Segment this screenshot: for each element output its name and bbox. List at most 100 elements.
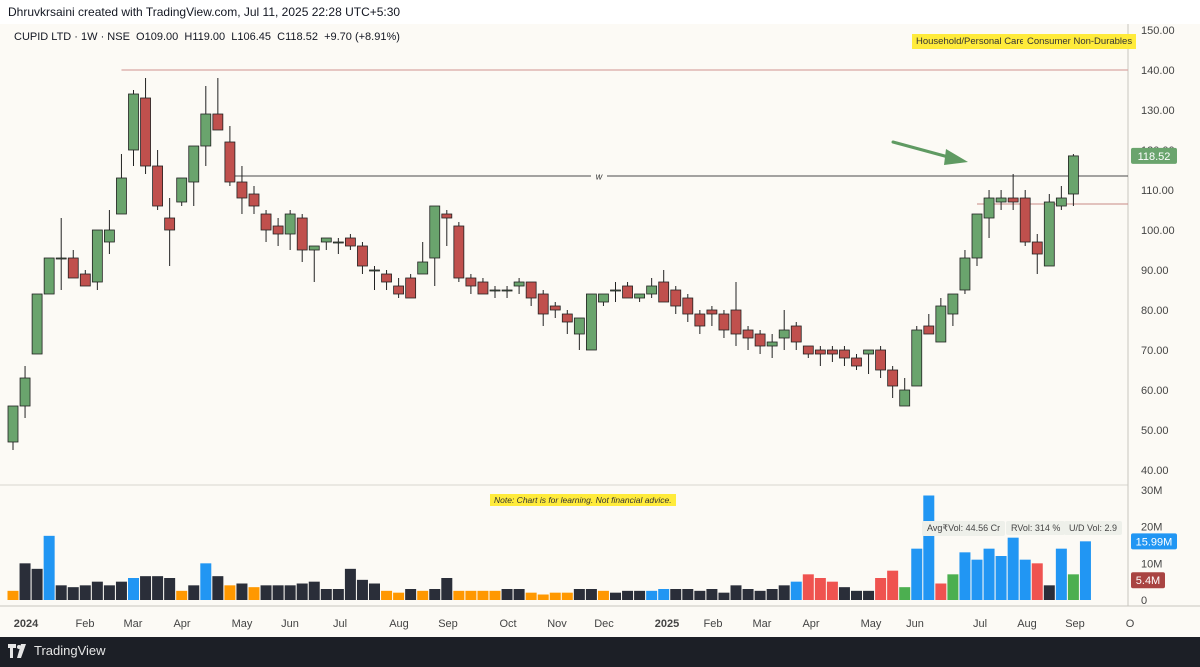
candle-body: [899, 389, 911, 407]
tradingview-logo-icon: [8, 643, 26, 658]
volume-bar: [658, 589, 670, 600]
volume-tick-label: 0: [1141, 595, 1147, 607]
chart-area[interactable]: w 150.00140.00130.00120.00110.00100.0090…: [0, 24, 1200, 637]
candle-body: [706, 309, 718, 315]
candle-body: [489, 289, 501, 292]
volume-bar: [525, 592, 537, 600]
volume-bar: [718, 592, 730, 600]
volume-bar: [393, 592, 405, 600]
volume-bar: [429, 589, 441, 600]
last-price-badge: [1131, 147, 1177, 164]
candle-body: [405, 277, 417, 299]
price-tick-label: 110.00: [1141, 185, 1174, 197]
time-tick-label: Oct: [499, 618, 516, 630]
volume-bar: [983, 548, 995, 600]
candle-body: [116, 177, 127, 215]
volume-bar: [694, 590, 706, 600]
volume-bar: [1079, 541, 1091, 600]
candle-body: [959, 257, 971, 291]
tradingview-logo[interactable]: TradingView: [8, 643, 106, 658]
volume-bar: [670, 589, 682, 600]
candle-body: [417, 261, 429, 275]
volume-bar: [320, 589, 332, 600]
footer-bar: TradingView: [0, 637, 1200, 667]
time-tick-label: Dec: [594, 618, 614, 630]
volume-bar: [549, 592, 561, 600]
candle-body: [248, 193, 260, 207]
volume-bar: [477, 590, 489, 600]
volume-bar: [43, 535, 55, 600]
volume-bar: [706, 589, 718, 600]
candle-body: [43, 257, 55, 295]
volume-bar: [826, 581, 838, 600]
volume-bar: [585, 589, 597, 600]
candle-body: [429, 205, 441, 259]
volume-badge-red: [1131, 572, 1165, 589]
candle-body: [935, 305, 947, 343]
disclaimer-note: Note: Chart is for learning. Not financi…: [490, 494, 676, 506]
candle-body: [802, 345, 814, 355]
volume-bar: [610, 592, 621, 600]
candle-body: [308, 245, 320, 251]
volume-bar: [296, 583, 308, 600]
candle-body: [1007, 197, 1019, 203]
volume-bar: [31, 568, 43, 600]
candle-body: [778, 329, 790, 339]
candle-body: [730, 309, 742, 335]
candle-body: [369, 269, 380, 272]
price-tick-label: 60.00: [1141, 385, 1169, 397]
ud-vol-stat: U/D Vol: 2.9: [1064, 521, 1123, 535]
candlestick-chart[interactable]: w 150.00140.00130.00120.00110.00100.0090…: [0, 24, 1200, 637]
candle-body: [549, 305, 561, 311]
volume-bar: [995, 556, 1007, 600]
volume-bar: [1007, 537, 1019, 600]
candle-body: [465, 277, 477, 287]
volume-bar: [465, 590, 477, 600]
level-label: w: [596, 172, 603, 182]
volume-bar: [188, 585, 200, 600]
candle-body: [128, 93, 139, 151]
volume-bars: [7, 495, 1091, 600]
candle-body: [887, 369, 899, 387]
candle-body: [357, 245, 368, 267]
volume-bar: [1055, 548, 1067, 600]
volume-bar: [7, 590, 19, 600]
price-tick-label: 90.00: [1141, 265, 1169, 277]
open-value: O109.00: [136, 31, 179, 43]
candle-body: [947, 293, 959, 315]
volume-bar: [91, 581, 103, 600]
time-tick-label: Jun: [281, 618, 299, 630]
low-value: L106.45: [231, 31, 272, 43]
candle-body: [1043, 201, 1055, 267]
volume-bar: [1031, 563, 1043, 600]
candle-body: [586, 293, 597, 351]
price-tick-label: 150.00: [1141, 25, 1175, 37]
volume-bar: [489, 590, 501, 600]
candle-body: [236, 181, 248, 199]
candle-body: [995, 197, 1007, 203]
volume-bar: [573, 589, 585, 600]
volume-bar: [405, 589, 417, 600]
time-tick-label: Aug: [1017, 618, 1037, 630]
candle-body: [260, 213, 272, 231]
volume-bar: [501, 589, 513, 600]
candle-body: [79, 273, 91, 287]
volume-bar: [766, 589, 778, 600]
candle-body: [718, 313, 730, 331]
axes: 150.00140.00130.00120.00110.00100.0090.0…: [14, 25, 1177, 630]
arrow-head: [944, 149, 968, 165]
credit-text: Dhruvkrsaini created with TradingView.co…: [8, 5, 401, 19]
volume-bar: [742, 589, 754, 600]
candle-body: [911, 329, 923, 387]
candle-body: [634, 293, 645, 299]
time-tick-label: Sep: [1065, 618, 1085, 630]
volume-bar: [272, 585, 284, 600]
volume-bar: [308, 581, 320, 600]
candle-body: [1068, 155, 1079, 195]
volume-bar: [417, 590, 429, 600]
candle-body: [320, 237, 332, 243]
time-tick-label: May: [861, 618, 882, 630]
candle-body: [1031, 241, 1043, 255]
candle-body: [152, 165, 164, 207]
